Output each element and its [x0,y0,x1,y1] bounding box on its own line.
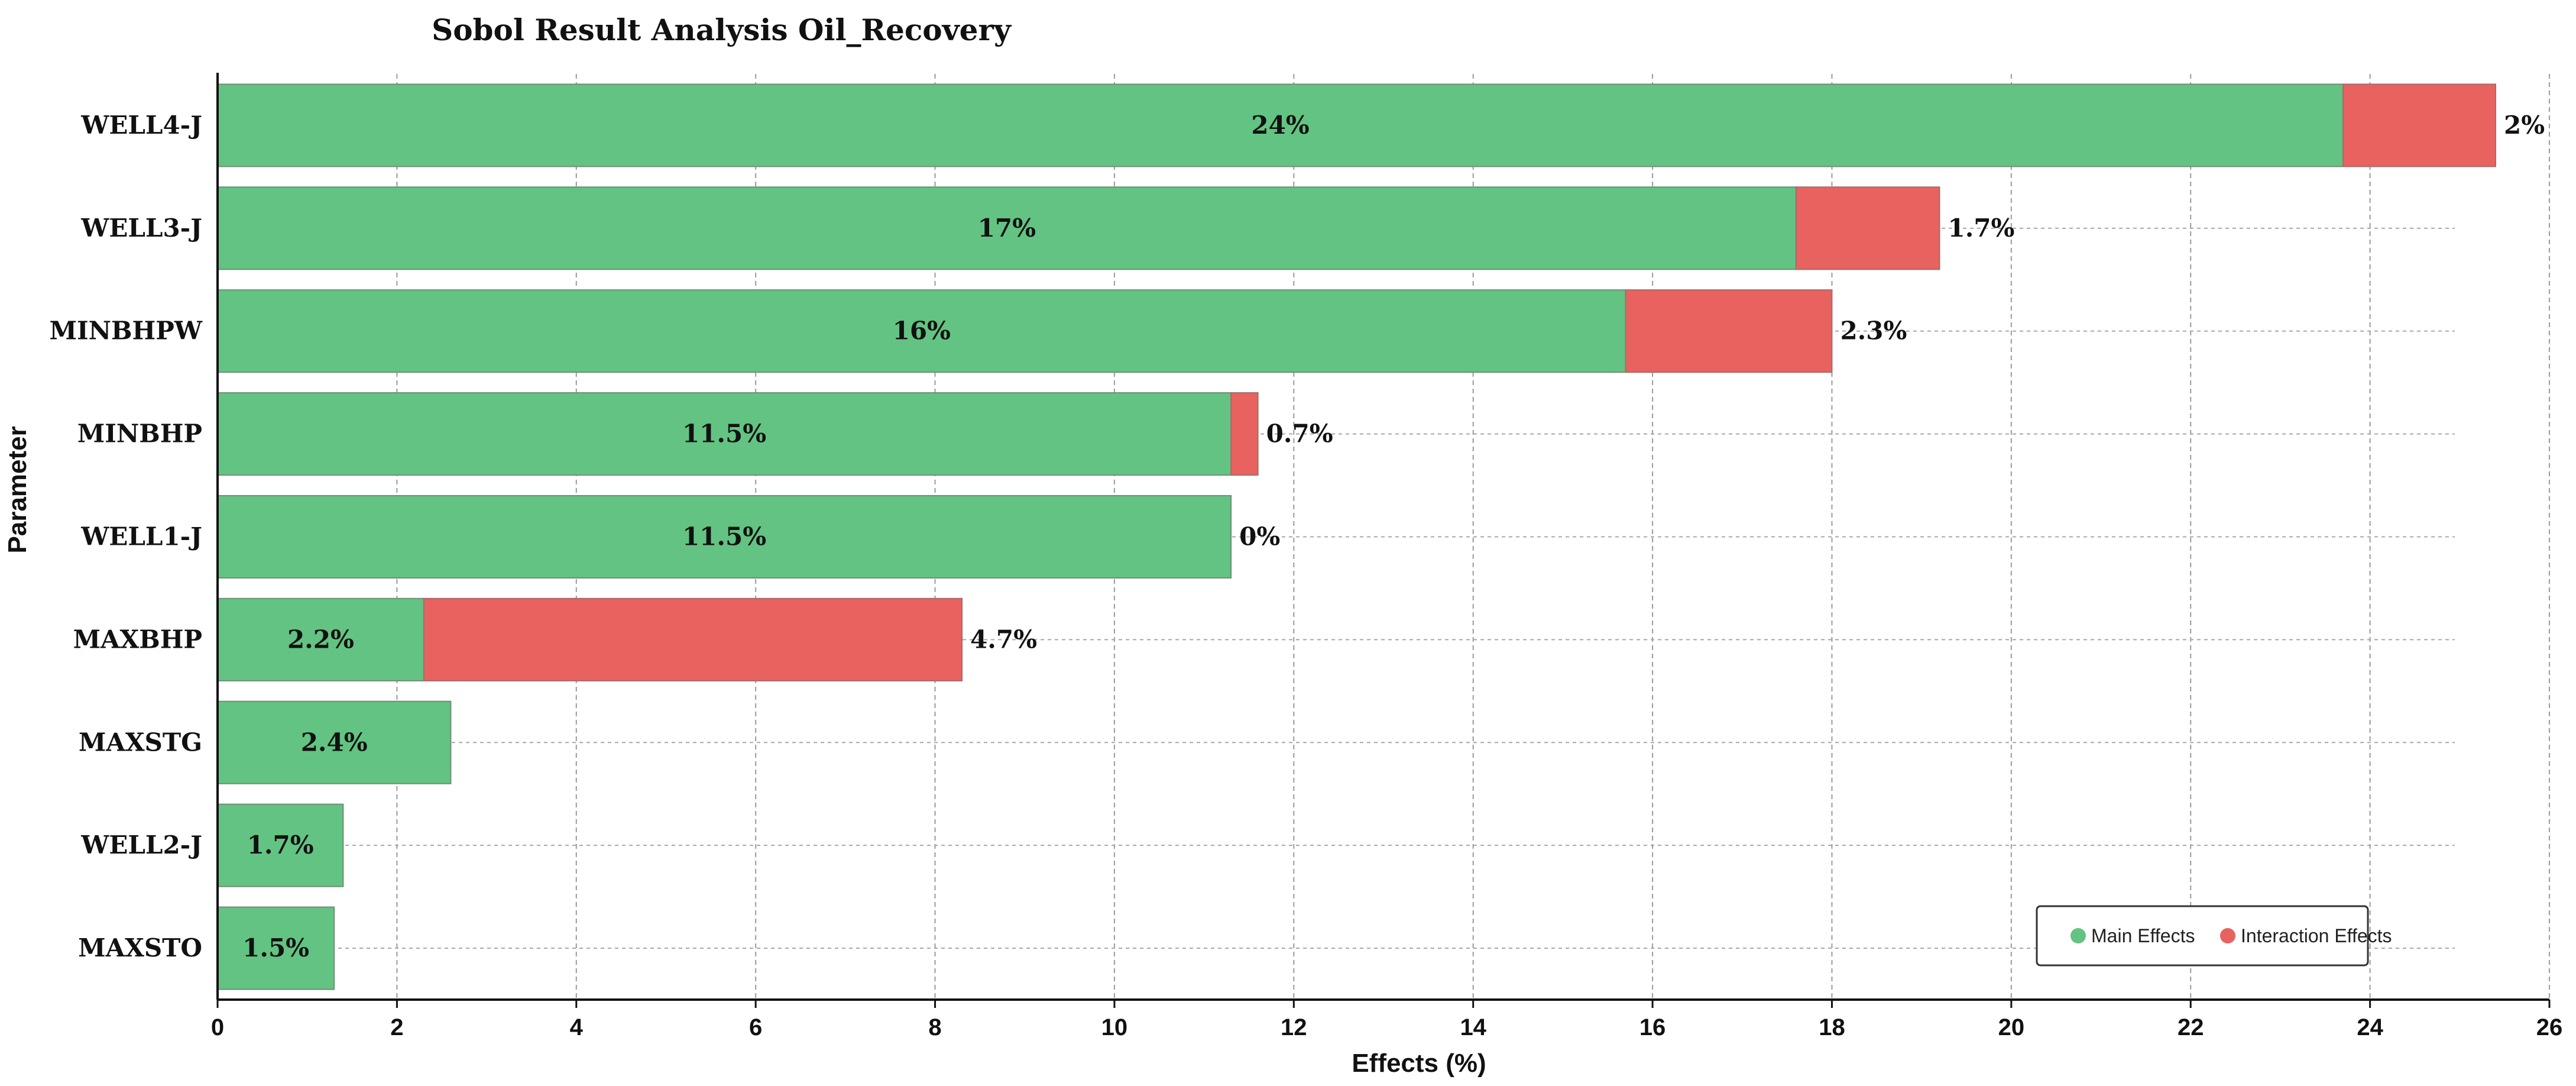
interaction-effect-label: 2.3% [1840,316,1907,345]
main-effect-label: 16% [893,316,951,345]
interaction-effect-label: 2% [2504,111,2545,140]
legend-label-main-effects: Main Effects [2091,925,2195,946]
main-effect-label: 24% [1251,111,1309,140]
main-effect-bar [217,392,1232,476]
y-tick-label: WELL1-J [80,522,202,551]
y-tick-label: MAXSTG [79,728,202,757]
interaction-effect-label: 0% [1239,522,1280,551]
y-tick-label: WELL2-J [80,830,202,859]
x-tick-label: 16 [1639,1014,1666,1040]
y-tick-label: WELL4-J [80,111,202,140]
y-tick-label: MINBHPW [50,316,203,345]
x-tick-label: 6 [749,1014,762,1040]
main-effect-label: 2.4% [301,728,368,757]
main-effect-bar [217,83,2344,167]
interaction-effect-bar [1795,186,1940,270]
interaction-effect-label: 0.7% [1266,419,1333,448]
x-tick-label: 24 [2357,1014,2383,1040]
y-tick-label: MAXSTO [78,933,202,962]
x-tick-label: 20 [1998,1014,2025,1040]
interaction-effect-label: 1.7% [1948,214,2014,243]
legend: Main Effects Interaction Effects [2036,905,2392,967]
x-tick-label: 12 [1281,1014,1307,1040]
x-tick-label: 4 [570,1014,584,1040]
legend-label-interaction-effects: Interaction Effects [2241,925,2392,946]
y-tick-label: MINBHP [77,419,202,448]
main-effect-label: 1.7% [247,830,314,859]
main-effect-bar [217,597,425,681]
main-effect-label: 17% [978,214,1036,243]
interaction-effect-label: 4.7% [970,625,1037,654]
bars [217,83,2496,990]
x-tick-label: 26 [2536,1014,2563,1040]
main-effect-label: 1.5% [242,933,309,962]
y-axis-label: Parameter [3,426,32,553]
main-effect-bar [217,186,1797,270]
y-tick-label: MAXBHP [73,625,202,654]
data-labels: 24% 2% 17% 1.7% 16% 2.3% 11.5% 0.7% 11.5% 0% 2.2% 4… [242,111,2545,962]
legend-swatch-main-effects [2070,928,2086,943]
x-tick-label: 8 [928,1014,941,1040]
main-effect-bar [217,906,335,990]
x-tick-label: 18 [1819,1014,1845,1040]
x-tick-label: 22 [2178,1014,2204,1040]
x-tick-label: 14 [1460,1014,1486,1040]
axes: WELL4-J WELL3-J MINBHPW MINBHP WELL1-J MAXBHP… [50,73,2563,1040]
interaction-effect-bar [423,597,963,681]
interaction-effect-bar [1230,392,1259,476]
main-effect-label: 2.2% [287,625,354,654]
x-tick-label: 0 [211,1014,224,1040]
main-effect-bar [217,289,1626,373]
y-tick-label: WELL3-J [80,214,202,243]
main-effect-label: 11.5% [682,419,766,448]
interaction-effect-bar [1625,289,1833,373]
chart-title: Sobol Result Analysis Oil_Recovery [432,12,1012,47]
legend-swatch-interaction-effects [2220,928,2235,943]
main-effect-bar [217,700,452,784]
interaction-effect-bar [2342,83,2496,167]
grid [218,74,2550,1000]
main-effect-label: 11.5% [682,522,766,551]
x-axis-label: Effects (%) [1352,1049,1486,1078]
main-effect-bar [217,494,1232,579]
legend-box [2036,905,2369,967]
x-tick-label: 2 [390,1014,403,1040]
x-tick-label: 10 [1101,1014,1128,1040]
